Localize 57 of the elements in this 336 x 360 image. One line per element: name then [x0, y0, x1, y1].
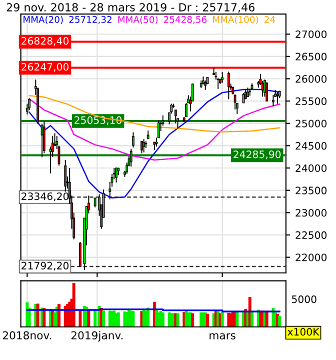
annotation: 25428,56 — [164, 16, 207, 24]
text: MMA(20) — [24, 16, 63, 24]
bar — [78, 310, 82, 327]
candlestick — [140, 140, 143, 154]
candlestick — [204, 80, 207, 90]
y-tick-label: 23500 — [296, 186, 327, 194]
x-tick-label: mars — [210, 333, 236, 340]
bar — [278, 316, 282, 327]
y-tick-label: 27000 — [296, 30, 327, 38]
candlestick — [272, 94, 274, 107]
candlestick — [94, 197, 96, 208]
bar — [72, 282, 76, 327]
y-tick-label: 26000 — [296, 75, 327, 83]
y-tick-label: 26500 — [296, 52, 327, 60]
text: x100K — [288, 328, 320, 336]
bar — [102, 310, 106, 327]
y-tick-label: 25500 — [296, 97, 327, 106]
text: MMA(50) — [118, 16, 158, 24]
y-tick-label: 23000 — [296, 208, 327, 217]
y-tick-label: 24500 — [296, 142, 327, 150]
candlestick — [227, 71, 230, 100]
x-tick-label: 2019janv. — [71, 331, 123, 342]
candlestick — [185, 102, 188, 118]
bar — [58, 304, 60, 327]
y-tick-label: 22000 — [296, 254, 327, 262]
text: MMA(100) — [213, 16, 258, 24]
candlestick — [64, 159, 67, 192]
candlestick — [244, 88, 247, 100]
x-tick-label: 2018nov. — [2, 331, 52, 340]
candlestick — [115, 167, 118, 184]
chart-title: 29 nov. 2018 - 28 mars 2019 - Dr : 25717,46 — [6, 3, 254, 13]
y-tick-label: 22500 — [296, 231, 327, 239]
candlestick — [130, 148, 132, 168]
bar — [191, 313, 194, 327]
candlestick — [28, 98, 31, 110]
candlestick — [42, 120, 46, 154]
annotation: 24 — [264, 16, 276, 23]
candlestick — [132, 132, 134, 148]
text: 5000 — [292, 295, 316, 304]
ref-line-label: 21792,20 — [22, 262, 69, 271]
ref-line-label: 26247,00 — [22, 63, 69, 72]
ref-line-label: 24285,90 — [234, 150, 281, 160]
line-series — [28, 95, 280, 132]
ref-line-label: 25053,10 — [74, 116, 122, 125]
candlestick — [79, 242, 82, 268]
line-series — [28, 98, 280, 161]
candlestick — [266, 81, 268, 102]
y-tick-label: 25000 — [296, 120, 327, 128]
candlestick — [276, 92, 279, 104]
annotation: 25712,32 — [69, 16, 112, 24]
ref-line-label: 23346,20 — [22, 192, 69, 202]
ref-line-label: 26828,40 — [22, 37, 69, 46]
candlestick — [221, 72, 224, 84]
candlestick — [264, 79, 266, 98]
bar — [146, 308, 150, 327]
bar — [87, 310, 90, 327]
y-tick-label: 24000 — [296, 164, 327, 172]
